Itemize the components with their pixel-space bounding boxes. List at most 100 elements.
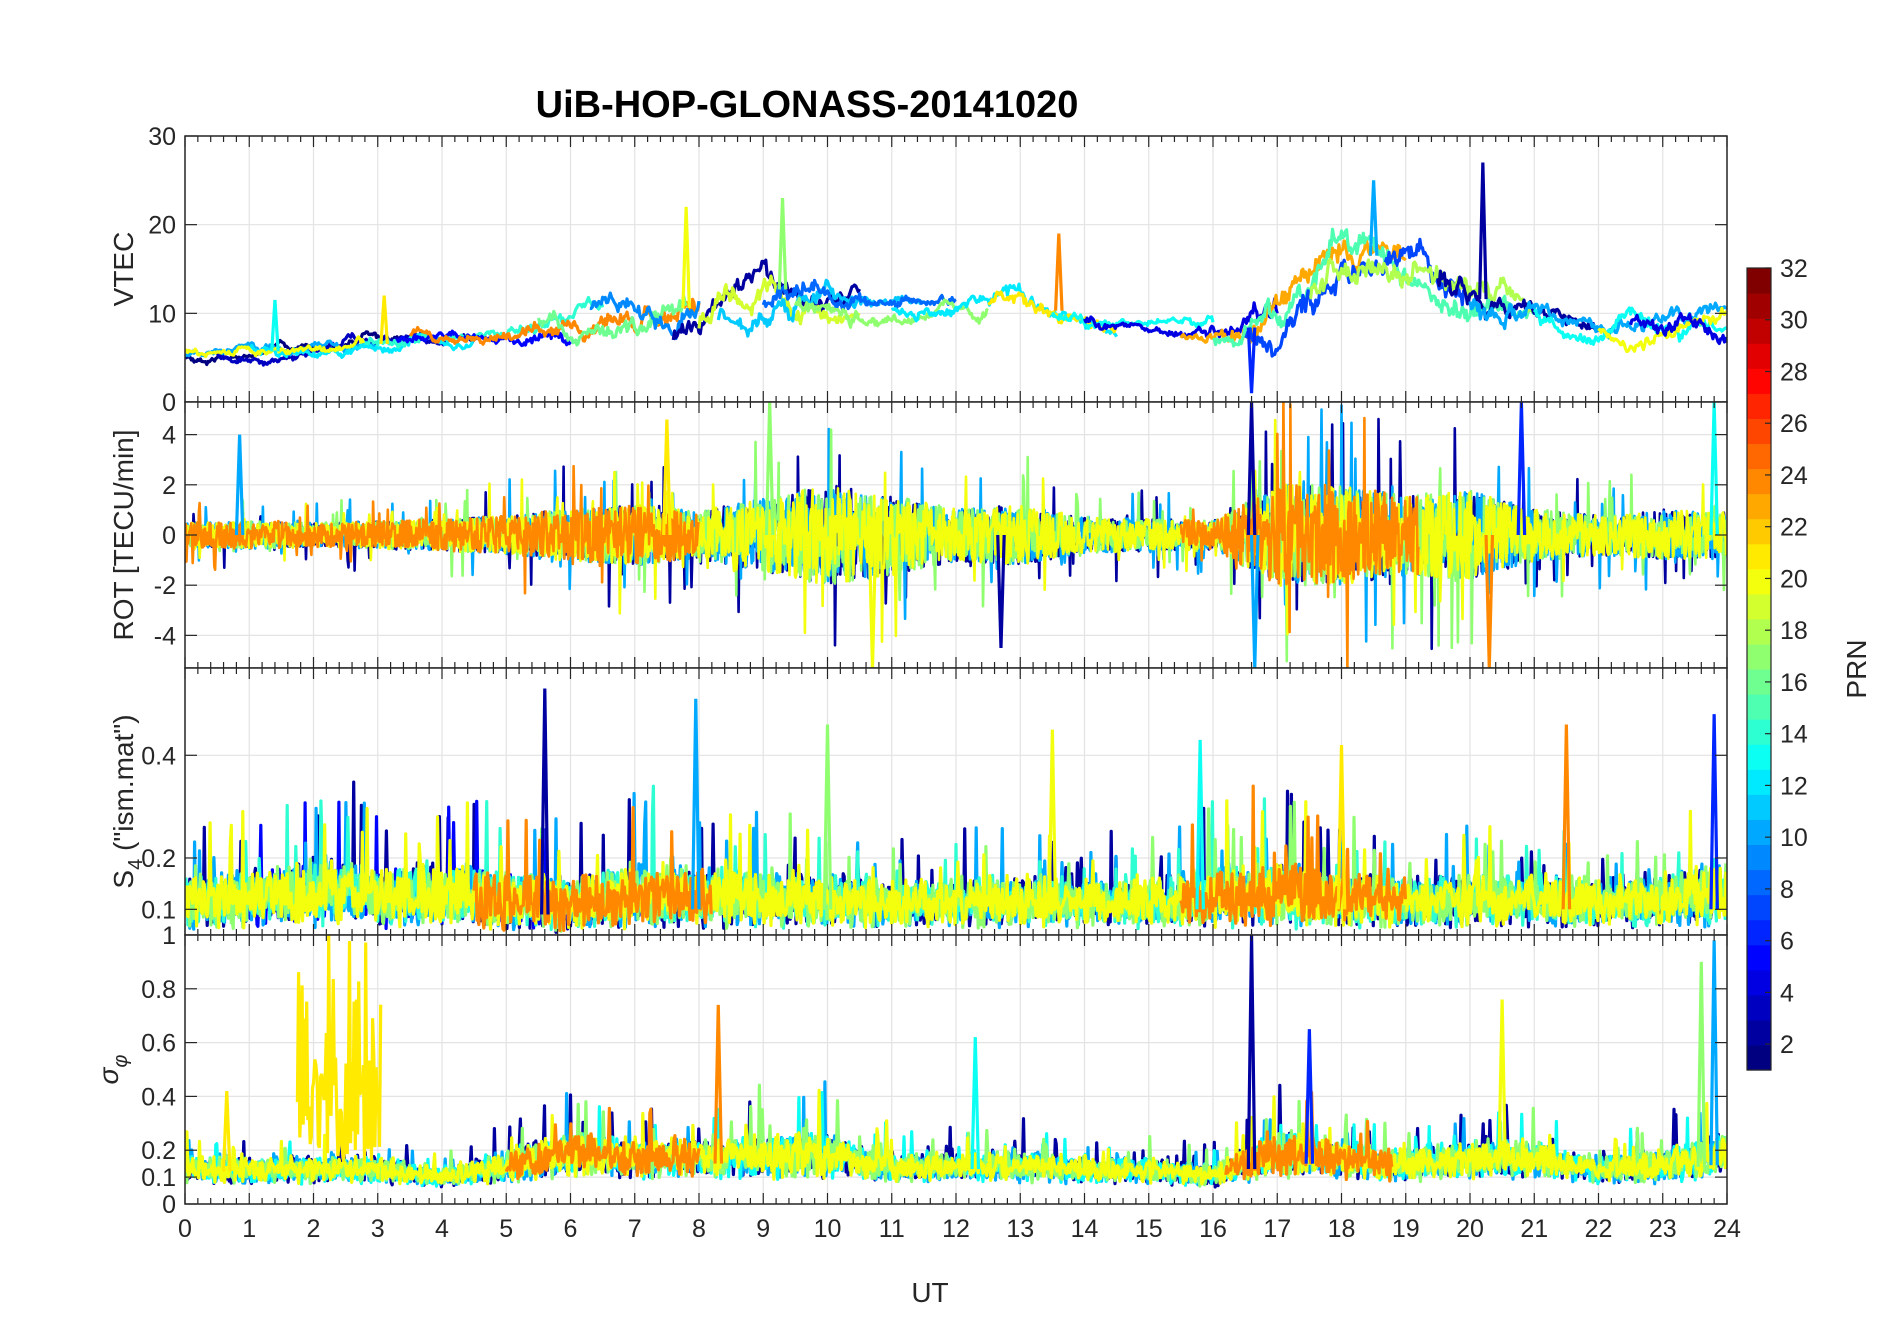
x-tick-label: 7 — [628, 1215, 642, 1243]
peak-spike — [1709, 402, 1719, 536]
colorbar-cell — [1747, 343, 1771, 369]
peak-spike — [1195, 739, 1205, 910]
colorbar-cell — [1747, 844, 1771, 871]
peak-spike — [1368, 180, 1379, 256]
peak-spike — [1336, 744, 1347, 910]
colorbar-tick-label: 10 — [1780, 824, 1808, 852]
colorbar-tick-label: 20 — [1780, 565, 1808, 593]
y-tick-label: 1 — [162, 922, 176, 950]
series-burst-prn-21 — [295, 935, 383, 1163]
figure-title: UiB-HOP-GLONASS-20141020 — [536, 84, 1079, 126]
peak-spike — [1478, 162, 1488, 300]
x-tick-label: 0 — [178, 1215, 192, 1243]
colorbar-cell — [1747, 1019, 1771, 1046]
x-tick-label: 23 — [1649, 1215, 1677, 1243]
colorbar-cell — [1747, 643, 1771, 670]
colorbar-cell — [1747, 393, 1771, 419]
colorbar-tick-label: 32 — [1780, 255, 1808, 283]
y-axis-label-sigma_phi: σφ — [93, 1055, 132, 1085]
peak-spike — [1053, 233, 1064, 311]
peak-spike — [970, 1037, 981, 1170]
peak-spike — [1561, 724, 1572, 910]
colorbar-cell — [1747, 869, 1771, 896]
colorbar-cell — [1747, 719, 1771, 745]
peak-spike — [996, 534, 1006, 648]
x-tick-label: 16 — [1199, 1215, 1227, 1243]
colorbar-cell — [1747, 368, 1771, 394]
peak-spike — [690, 698, 701, 910]
colorbar-cell — [1747, 744, 1771, 770]
x-tick-label: 4 — [435, 1215, 449, 1243]
colorbar-cell — [1747, 919, 1771, 946]
colorbar-tick-label: 24 — [1780, 462, 1808, 490]
colorbar-tick-label: 30 — [1780, 307, 1808, 335]
peak-spike — [662, 419, 672, 536]
panel-s4: 0.1 0.2 0.4S4 ("ism.mat") — [108, 667, 1728, 936]
peak-spike — [539, 688, 550, 915]
series-line-prn-8 — [761, 278, 957, 313]
x-tick-label: 5 — [499, 1215, 513, 1243]
colorbar-cell — [1747, 568, 1771, 595]
y-tick-label: 0.2 — [141, 1137, 176, 1165]
peak-spike — [1249, 534, 1260, 668]
peak-spike — [681, 206, 691, 309]
traces — [185, 162, 1727, 394]
colorbar-tick-label: 14 — [1780, 721, 1808, 749]
colorbar-cell — [1747, 518, 1771, 545]
x-tick-label: 24 — [1713, 1215, 1741, 1243]
series-line-prn-20 — [185, 799, 1727, 931]
x-tick-label: 10 — [814, 1215, 842, 1243]
x-tick-label: 13 — [1006, 1215, 1034, 1243]
y-tick-label: 0.1 — [141, 1164, 176, 1192]
colorbar-cell — [1747, 694, 1771, 720]
colorbar-tick-label: 2 — [1780, 1031, 1794, 1059]
peak-spike — [234, 434, 245, 536]
x-tick-label: 15 — [1135, 1215, 1163, 1243]
peak-spike — [1696, 961, 1707, 1167]
colorbar-cell — [1747, 769, 1771, 795]
peak-spike — [270, 299, 280, 352]
colorbar-label: PRN — [1841, 639, 1872, 698]
series-line-prn-4 — [1083, 297, 1279, 340]
colorbar-tick-label: 26 — [1780, 410, 1808, 438]
series-line-prn-24 — [504, 1106, 701, 1181]
colorbar-cell — [1747, 1044, 1771, 1071]
traces — [185, 935, 1727, 1189]
colorbar-cell — [1747, 543, 1771, 570]
colorbar-tick-label: 22 — [1780, 514, 1808, 542]
y-tick-label: 0.1 — [141, 896, 176, 924]
colorbar-cell — [1747, 794, 1771, 820]
series-line-prn-24 — [1179, 784, 1407, 928]
colorbar-tick-label: 8 — [1780, 876, 1794, 904]
y-tick-label: 30 — [148, 123, 176, 151]
colorbar-cell — [1747, 443, 1771, 470]
colorbar-cell — [1747, 493, 1771, 520]
peak-spike — [1047, 729, 1058, 910]
series-line-prn-2 — [1436, 269, 1600, 333]
y-tick-label: 10 — [148, 300, 176, 328]
series-line-prn-4 — [1629, 312, 1727, 346]
colorbar-tick-label: 18 — [1780, 617, 1808, 645]
colorbar-tick-label: 28 — [1780, 358, 1808, 386]
x-tick-label: 1 — [242, 1215, 256, 1243]
colorbar-cell — [1747, 293, 1771, 319]
series-line-prn-24 — [185, 464, 700, 595]
peak-spike — [713, 1004, 724, 1164]
colorbar-tick-label: 6 — [1780, 928, 1794, 956]
y-axis-label-s4: S4 ("ism.mat") — [108, 714, 147, 888]
series-line-prn-20 — [185, 1088, 1727, 1186]
series-line-prn-24 — [472, 805, 713, 933]
peak-spike — [221, 1090, 232, 1172]
x-axis-label: UT — [911, 1277, 948, 1308]
y-tick-label: 20 — [148, 212, 176, 240]
x-tick-label: 9 — [756, 1215, 770, 1243]
colorbar-tick-label: 12 — [1780, 772, 1808, 800]
peak-spike — [1304, 1029, 1315, 1164]
colorbar-cell — [1747, 969, 1771, 996]
x-tick-label: 20 — [1456, 1215, 1484, 1243]
peak-spike — [1709, 714, 1719, 910]
x-tick-label: 22 — [1585, 1215, 1613, 1243]
